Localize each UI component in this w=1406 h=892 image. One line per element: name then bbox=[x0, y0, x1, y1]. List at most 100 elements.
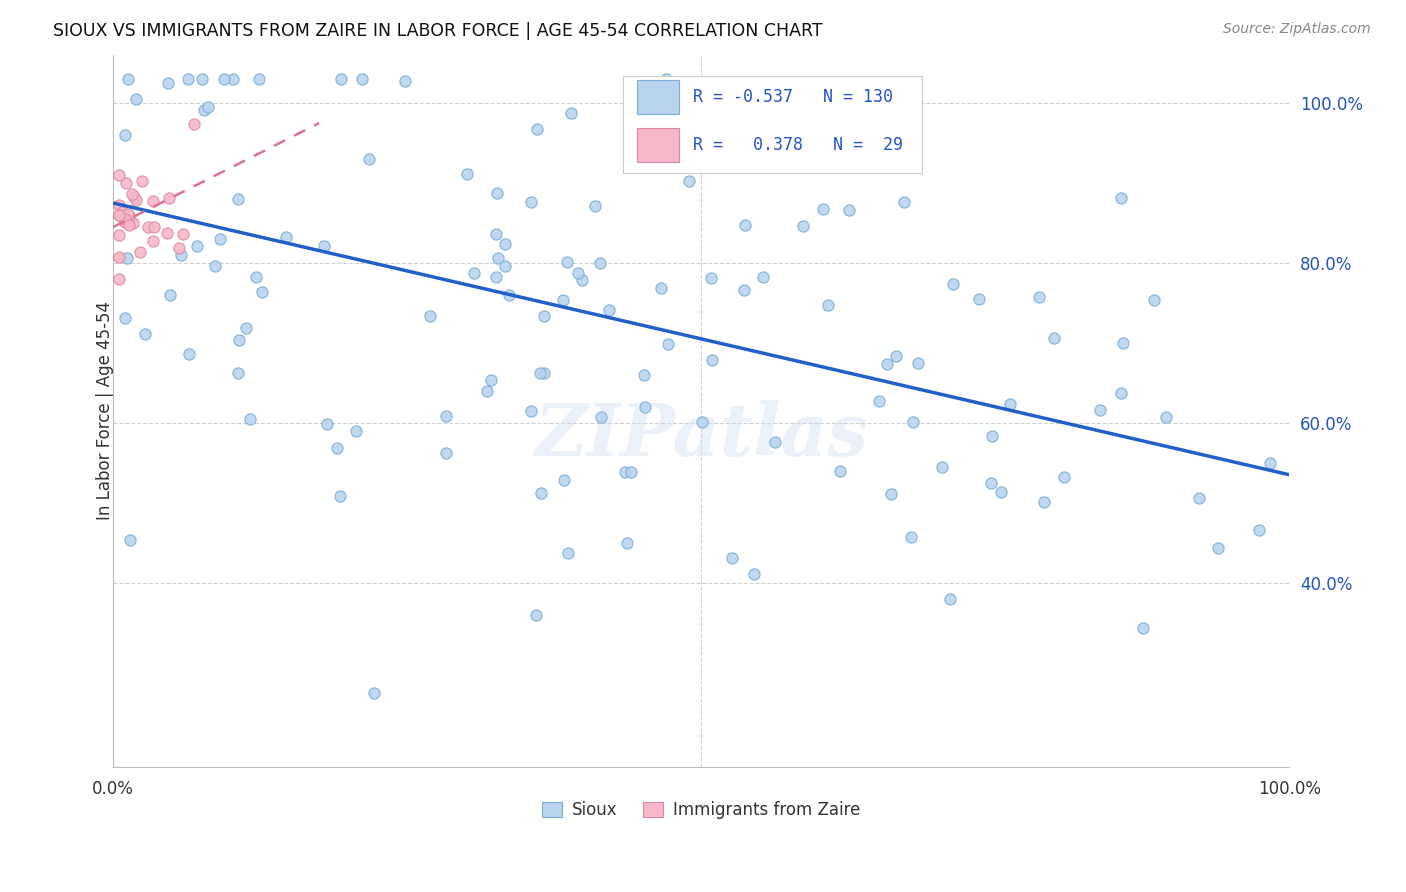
Point bbox=[314, 239, 336, 253]
Point bbox=[329, 489, 352, 503]
Point bbox=[616, 536, 638, 550]
Point bbox=[763, 434, 786, 449]
Point bbox=[1043, 331, 1066, 345]
Point bbox=[346, 424, 368, 438]
Point bbox=[136, 220, 159, 235]
Point bbox=[177, 72, 200, 87]
Point bbox=[191, 72, 214, 87]
Point bbox=[221, 72, 243, 87]
Point bbox=[122, 190, 145, 204]
Point bbox=[526, 608, 548, 623]
Point bbox=[159, 288, 181, 302]
Point bbox=[359, 152, 381, 166]
Point bbox=[690, 415, 713, 429]
Point bbox=[276, 229, 298, 244]
Point bbox=[226, 366, 249, 380]
Point bbox=[571, 272, 593, 286]
Point bbox=[118, 209, 141, 223]
Point bbox=[654, 72, 676, 87]
Text: R = -0.537   N = 130: R = -0.537 N = 130 bbox=[693, 87, 893, 106]
Point bbox=[967, 292, 990, 306]
Point bbox=[742, 566, 765, 581]
Point bbox=[235, 321, 257, 335]
Point bbox=[1053, 469, 1076, 483]
Point bbox=[1112, 335, 1135, 350]
Point bbox=[495, 259, 517, 273]
Point bbox=[685, 111, 707, 125]
Point bbox=[326, 442, 349, 456]
Point bbox=[734, 218, 756, 232]
Point bbox=[907, 356, 929, 370]
Point bbox=[817, 298, 839, 312]
Point bbox=[626, 143, 648, 157]
Point bbox=[108, 208, 131, 222]
FancyBboxPatch shape bbox=[623, 77, 922, 172]
Text: SIOUX VS IMMIGRANTS FROM ZAIRE IN LABOR FORCE | AGE 45-54 CORRELATION CHART: SIOUX VS IMMIGRANTS FROM ZAIRE IN LABOR … bbox=[53, 22, 823, 40]
Point bbox=[170, 248, 193, 262]
Point bbox=[486, 251, 509, 265]
Point bbox=[553, 473, 575, 487]
Point bbox=[533, 309, 555, 323]
Point bbox=[419, 309, 441, 323]
Point bbox=[583, 199, 606, 213]
Point bbox=[330, 72, 353, 87]
Point bbox=[634, 401, 657, 415]
Point bbox=[108, 208, 131, 222]
Point bbox=[111, 204, 134, 219]
Point bbox=[751, 270, 773, 285]
Point bbox=[122, 216, 145, 230]
Point bbox=[316, 417, 339, 431]
Point bbox=[212, 72, 235, 87]
Point bbox=[721, 551, 744, 566]
Point bbox=[530, 485, 553, 500]
Point bbox=[114, 128, 136, 142]
Point bbox=[598, 303, 620, 318]
Point bbox=[678, 174, 700, 188]
Point bbox=[551, 293, 574, 307]
Point bbox=[494, 236, 516, 251]
Point bbox=[620, 465, 643, 479]
Bar bbox=[637, 79, 679, 114]
Point bbox=[589, 409, 612, 424]
Point bbox=[893, 194, 915, 209]
Point bbox=[1154, 410, 1177, 425]
Point bbox=[108, 250, 131, 264]
Point bbox=[830, 464, 852, 478]
Point bbox=[792, 219, 814, 233]
Point bbox=[589, 255, 612, 269]
Point bbox=[900, 530, 922, 544]
Point bbox=[114, 311, 136, 326]
Point bbox=[463, 266, 485, 280]
Point bbox=[980, 475, 1002, 490]
Point bbox=[156, 227, 179, 241]
Point bbox=[228, 192, 250, 206]
Point bbox=[567, 267, 589, 281]
Point bbox=[614, 465, 637, 479]
Point bbox=[880, 487, 903, 501]
Point bbox=[485, 186, 508, 201]
Point bbox=[131, 174, 153, 188]
Point bbox=[1033, 495, 1056, 509]
Point bbox=[169, 241, 191, 255]
Point bbox=[498, 287, 520, 301]
Point bbox=[143, 219, 166, 234]
Point bbox=[118, 218, 141, 232]
Point bbox=[942, 277, 965, 291]
Bar bbox=[637, 128, 679, 161]
Point bbox=[868, 393, 890, 408]
Point bbox=[533, 366, 555, 380]
Point bbox=[475, 384, 498, 399]
Point bbox=[1143, 293, 1166, 307]
Point bbox=[183, 117, 205, 131]
Point bbox=[557, 255, 579, 269]
Point bbox=[661, 104, 683, 119]
Point bbox=[526, 122, 548, 136]
Point bbox=[657, 337, 679, 351]
Point bbox=[352, 72, 374, 87]
Point bbox=[931, 460, 953, 475]
Point bbox=[108, 228, 131, 243]
Point bbox=[479, 373, 502, 387]
Point bbox=[456, 167, 478, 181]
Point bbox=[157, 76, 180, 90]
Point bbox=[115, 251, 138, 265]
